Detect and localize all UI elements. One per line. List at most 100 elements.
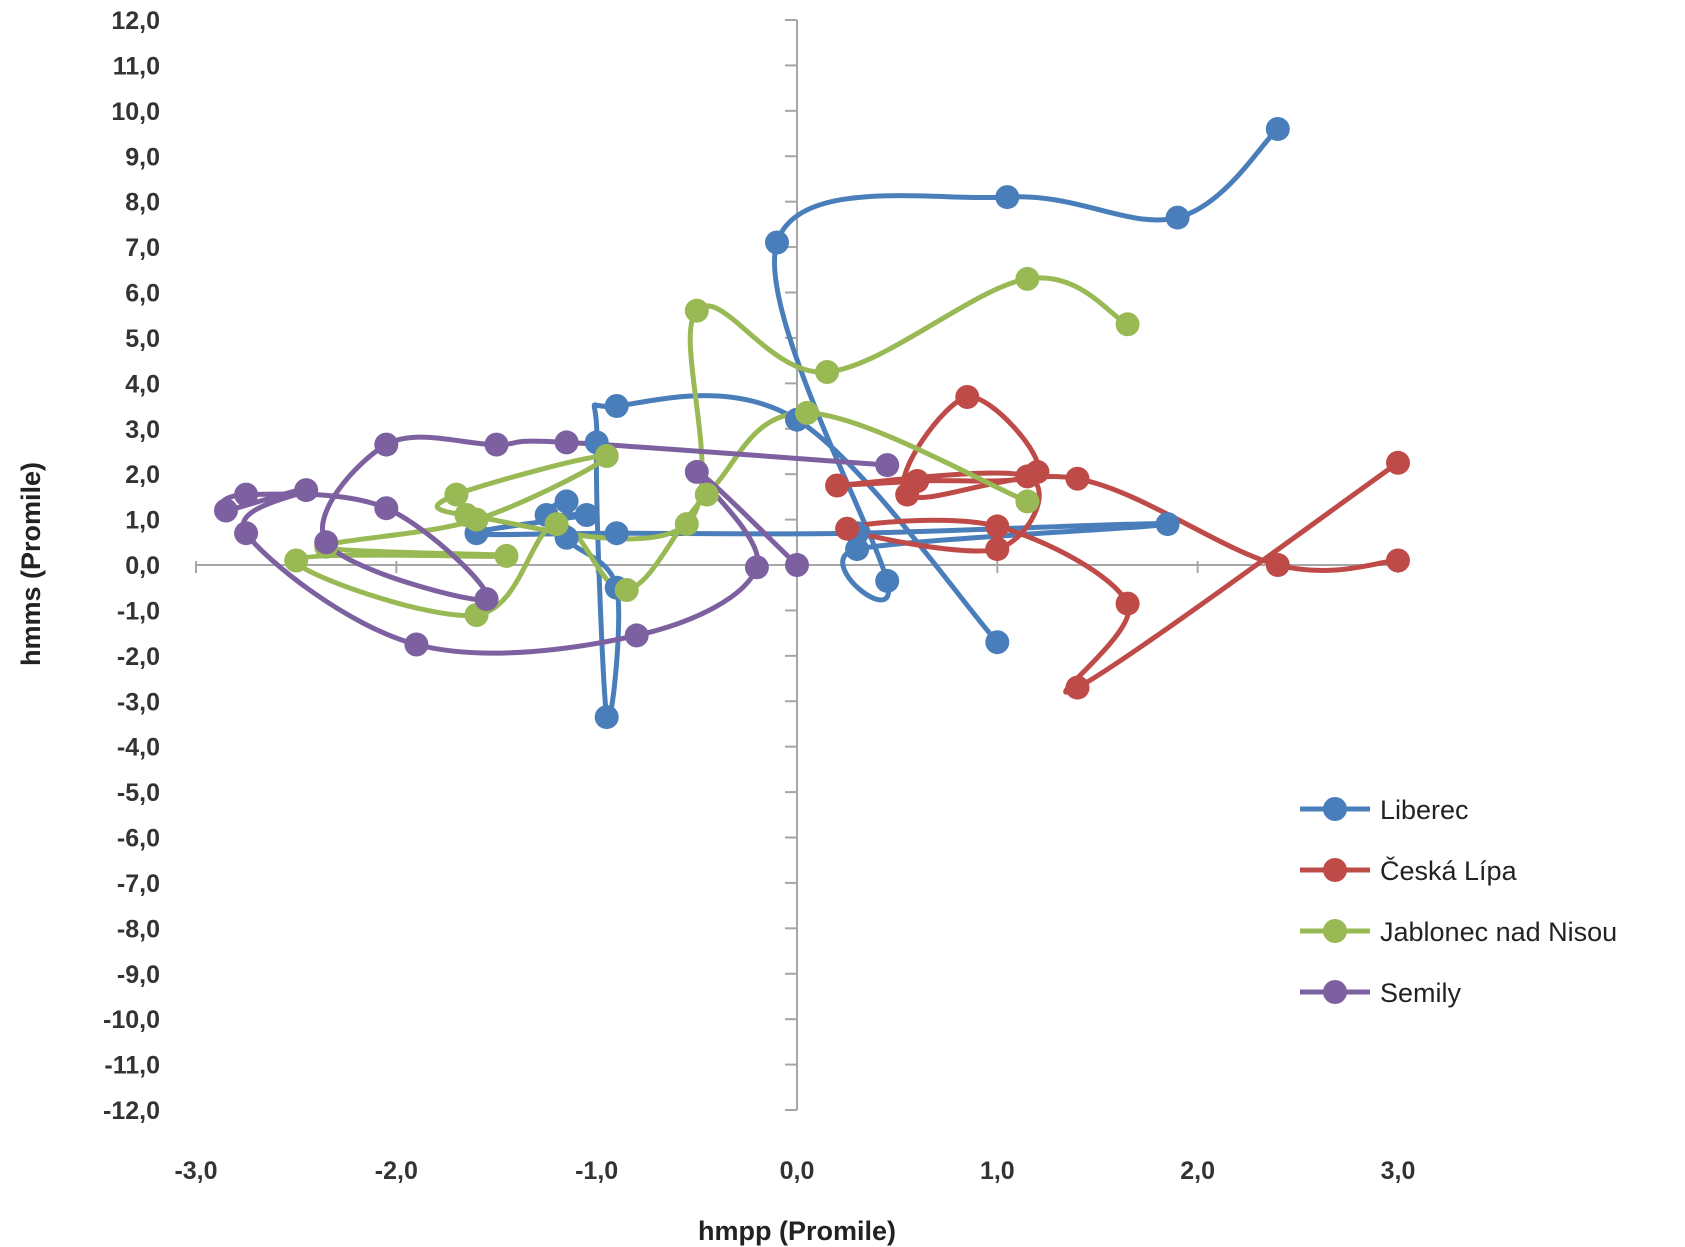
y-tick-label: -1,0 [117, 597, 160, 625]
data-point-semily [374, 496, 399, 521]
data-point-liberec [554, 489, 579, 514]
series-line-ceska-lipa [831, 394, 1401, 695]
y-tick-label: -5,0 [117, 779, 160, 807]
data-point-ceska-lipa [985, 537, 1010, 562]
y-tick-label: -7,0 [117, 870, 160, 898]
data-point-semily [785, 553, 809, 577]
data-point-semily [684, 459, 709, 484]
data-point-jablonec-nad-nisou [674, 512, 699, 537]
y-tick-label: 7,0 [125, 234, 160, 262]
data-point-ceska-lipa [1115, 591, 1140, 616]
x-tick-label: 3,0 [1381, 1157, 1416, 1185]
data-point-semily [474, 587, 499, 612]
legend-swatch-marker-semily [1323, 980, 1347, 1004]
series-points [214, 117, 1410, 730]
data-point-jablonec-nad-nisou [684, 298, 709, 323]
data-point-semily [554, 430, 579, 455]
data-point-semily [484, 432, 509, 457]
y-tick-label: 9,0 [125, 143, 160, 171]
x-tick-label: -3,0 [174, 1157, 217, 1185]
y-tick-label: -11,0 [104, 1052, 160, 1080]
y-tick-label: 0,0 [125, 552, 160, 580]
data-point-liberec [1165, 205, 1190, 230]
data-point-jablonec-nad-nisou [444, 482, 469, 507]
data-point-liberec [995, 185, 1020, 210]
legend-label-jablonec-nad-nisou: Jablonec nad Nisou [1380, 917, 1617, 947]
data-point-jablonec-nad-nisou [464, 507, 489, 532]
data-point-semily [234, 521, 259, 546]
y-tick-label: 11,0 [113, 52, 160, 80]
data-point-semily [404, 632, 429, 657]
data-point-ceska-lipa [835, 516, 860, 541]
y-tick-label: 2,0 [125, 461, 160, 489]
data-point-jablonec-nad-nisou [1015, 489, 1040, 514]
data-point-ceska-lipa [1386, 548, 1410, 573]
x-tick-label: -1,0 [575, 1157, 618, 1185]
data-point-ceska-lipa [1265, 553, 1290, 577]
x-tick-label: 0,0 [780, 1157, 815, 1185]
y-tick-label: 4,0 [125, 370, 160, 398]
y-tick-label: 5,0 [125, 325, 160, 353]
legend-label-semily: Semily [1380, 978, 1462, 1008]
series-line-liberec [473, 126, 1281, 723]
data-point-ceska-lipa [955, 385, 980, 409]
data-point-liberec [1265, 117, 1290, 141]
data-point-ceska-lipa [1015, 464, 1040, 489]
y-tick-label: -12,0 [103, 1097, 160, 1125]
data-point-semily [744, 555, 769, 580]
data-point-semily [374, 432, 399, 457]
data-point-semily [624, 623, 649, 648]
data-point-jablonec-nad-nisou [494, 543, 519, 568]
y-tick-label: 1,0 [125, 507, 160, 535]
data-point-jablonec-nad-nisou [1015, 266, 1040, 291]
data-point-jablonec-nad-nisou [795, 400, 819, 425]
y-tick-label: 10,0 [111, 98, 160, 126]
data-point-jablonec-nad-nisou [544, 512, 569, 537]
data-point-ceska-lipa [1065, 466, 1090, 491]
data-point-jablonec-nad-nisou [614, 578, 639, 602]
x-axis-title: hmpp (Promile) [698, 1216, 896, 1246]
y-tick-label: -3,0 [117, 688, 160, 716]
y-tick-label: -6,0 [117, 825, 160, 853]
y-tick-label: 6,0 [125, 280, 160, 308]
y-tick-label: 12,0 [111, 7, 160, 35]
data-point-liberec [765, 230, 789, 255]
data-point-jablonec-nad-nisou [694, 482, 719, 507]
data-point-semily [214, 498, 238, 523]
data-point-liberec [574, 503, 599, 527]
legend-swatch-marker-ceska-lipa [1323, 858, 1347, 882]
x-tick-label: 1,0 [980, 1157, 1015, 1185]
data-point-semily [314, 530, 339, 555]
data-point-liberec [604, 394, 629, 418]
data-point-liberec [845, 537, 870, 562]
y-axis-title: hmms (Promile) [16, 462, 46, 666]
x-tick-label: -2,0 [375, 1157, 418, 1185]
chart-axes: -3,0 -2,0 -1,0 0,0 1,0 2,0 3,0 12,0 11,0 10,0 9,0 8… [103, 7, 1415, 1185]
data-point-jablonec-nad-nisou [815, 360, 840, 384]
series-lines [217, 126, 1401, 723]
x-tick-label: 2,0 [1180, 1157, 1215, 1185]
y-tick-label: -10,0 [103, 1006, 160, 1034]
y-tick-label: 8,0 [125, 189, 160, 217]
chart-legend: Liberec Česká Lípa Jablonec nad Nisou Semil… [1300, 795, 1617, 1008]
data-point-semily [875, 453, 900, 478]
legend-swatch-marker-jablonec-nad-nisou [1323, 919, 1347, 943]
data-point-ceska-lipa [985, 514, 1010, 539]
legend-label-ceska-lipa: Česká Lípa [1380, 855, 1518, 886]
data-point-ceska-lipa [825, 473, 850, 498]
legend-label-liberec: Liberec [1380, 795, 1469, 825]
y-tick-label: -2,0 [117, 643, 160, 671]
legend-swatch-marker-liberec [1323, 797, 1347, 821]
y-tick-label: -4,0 [117, 734, 160, 762]
data-point-jablonec-nad-nisou [594, 444, 619, 468]
data-point-jablonec-nad-nisou [284, 548, 309, 573]
data-point-liberec [604, 521, 629, 546]
data-point-semily [234, 482, 259, 507]
data-point-semily [294, 478, 319, 503]
y-tick-label: 3,0 [125, 416, 160, 444]
data-point-ceska-lipa [1386, 450, 1410, 475]
y-tick-label: -9,0 [117, 961, 160, 989]
data-point-ceska-lipa [1065, 675, 1090, 700]
y-tick-label: -8,0 [117, 915, 160, 943]
